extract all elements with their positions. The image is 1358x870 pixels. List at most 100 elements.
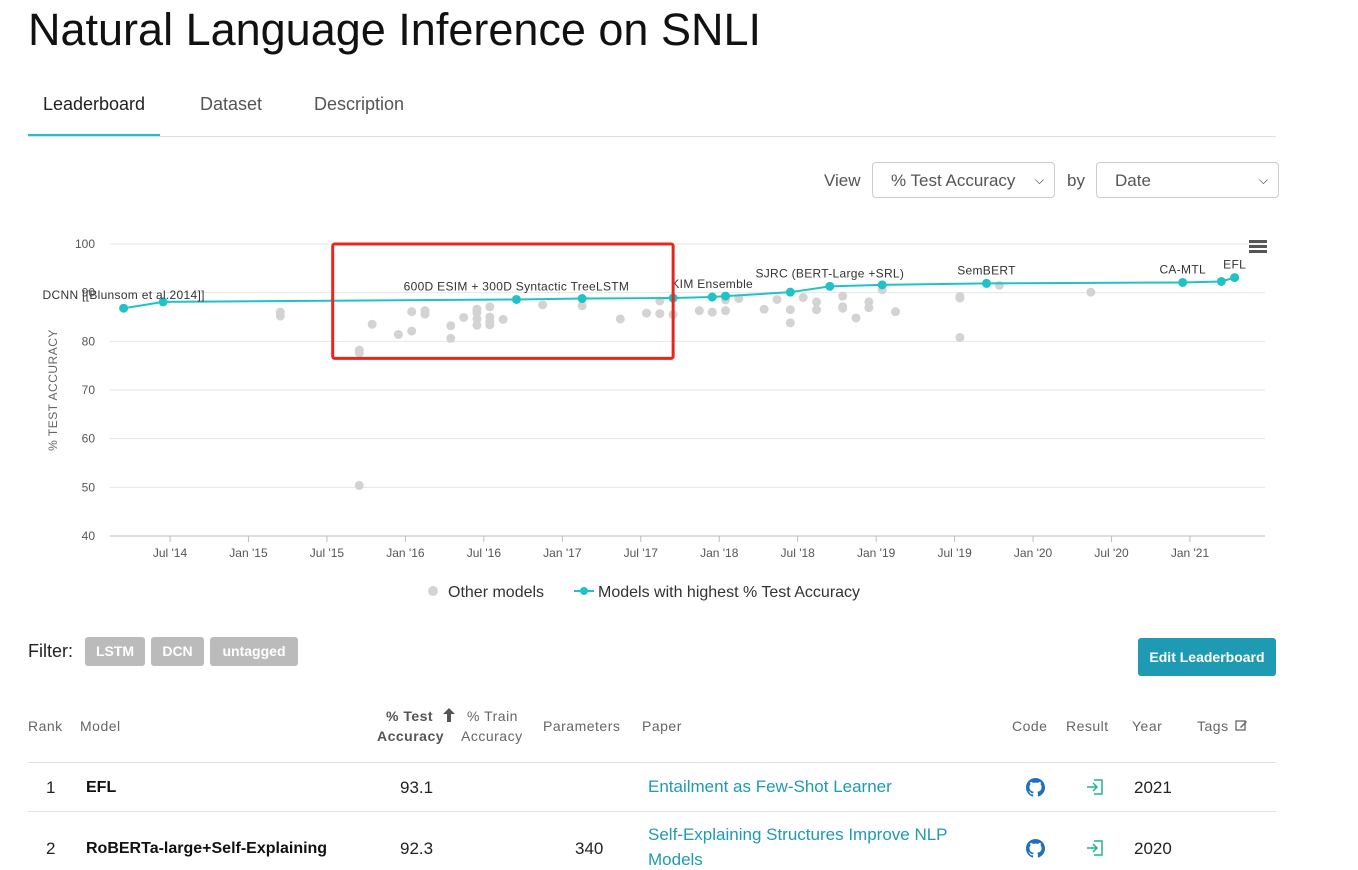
- axis-select-value: Date: [1115, 171, 1151, 190]
- x-tick-label: Jan '19: [857, 546, 896, 560]
- data-point-other: [785, 305, 795, 315]
- y-tick-label: 100: [75, 237, 95, 251]
- data-point-other: [955, 332, 965, 342]
- data-point-best: [877, 280, 887, 290]
- col-parameters[interactable]: Parameters: [543, 718, 621, 734]
- tab-dataset[interactable]: Dataset: [199, 94, 263, 114]
- col-model[interactable]: Model: [80, 718, 121, 734]
- col-tags: Tags: [1197, 718, 1229, 734]
- x-tick-label: Jan '17: [543, 546, 582, 560]
- x-tick-label: Jul '16: [467, 546, 502, 560]
- data-point-other: [642, 308, 652, 318]
- sort-up-icon[interactable]: [442, 707, 456, 723]
- data-point-best: [785, 287, 795, 297]
- row-rank: 1: [46, 778, 56, 797]
- by-label: by: [1067, 171, 1085, 190]
- x-tick-label: Jul '17: [624, 546, 659, 560]
- result-link-icon[interactable]: [1085, 839, 1105, 857]
- col-paper: Paper: [642, 718, 682, 734]
- menu-icon[interactable]: [1249, 240, 1267, 253]
- data-point-other: [485, 312, 495, 322]
- data-point-other: [955, 293, 965, 303]
- data-point-best: [721, 291, 731, 301]
- data-point-other: [655, 309, 665, 319]
- metric-select-value: % Test Accuracy: [891, 171, 1016, 190]
- data-point-other: [891, 307, 901, 317]
- y-tick-label: 50: [82, 480, 96, 494]
- x-tick-label: Jan '21: [1171, 546, 1210, 560]
- github-icon[interactable]: [1026, 778, 1045, 797]
- row-test-accuracy: 93.1: [400, 778, 434, 797]
- data-point-best: [1230, 273, 1240, 283]
- result-link-icon[interactable]: [1085, 778, 1105, 796]
- data-point-other: [615, 314, 625, 324]
- paper-link[interactable]: Self-Explaining Structures Improve NLP: [648, 825, 948, 844]
- tag-lstm[interactable]: LSTM: [85, 637, 145, 666]
- col-train-accuracy-line2[interactable]: Accuracy: [461, 728, 523, 744]
- x-tick-label: Jul '18: [781, 546, 816, 560]
- x-axis-ticks: Jul '14 Jan '15 Jul '15 Jan '16 Jul '16 Jan '…: [110, 535, 1265, 560]
- tab-description[interactable]: Description: [313, 94, 405, 114]
- chart-annotations: DCNN [[Blunsom et al.2014]] 600D ESIM + 3…: [43, 258, 1246, 303]
- annotation-label: 600D ESIM + 300D Syntactic TreeLSTM: [404, 279, 630, 293]
- data-point-other: [577, 301, 587, 311]
- row-year: 2020: [1134, 839, 1172, 858]
- data-point-other: [838, 291, 848, 301]
- filter-label: Filter:: [28, 641, 73, 661]
- annotation-label: DCNN [[Blunsom et al.2014]]: [43, 288, 205, 302]
- tag-dcn[interactable]: DCN: [151, 637, 204, 666]
- annotation-label: KIM Ensemble: [671, 277, 753, 291]
- chevron-down-icon: ⌵: [1034, 173, 1044, 187]
- data-point-other: [367, 319, 377, 329]
- data-point-other: [275, 311, 285, 321]
- col-train-accuracy-line1[interactable]: % Train: [467, 708, 518, 724]
- chart-grid: [110, 243, 1265, 537]
- x-tick-label: Jul '20: [1094, 546, 1129, 560]
- metric-select[interactable]: % Test Accuracy ⌵: [872, 162, 1055, 198]
- data-point-other: [785, 318, 795, 328]
- legend-best-label[interactable]: Models with highest % Test Accuracy: [598, 584, 860, 601]
- chevron-down-icon: ⌵: [1258, 173, 1268, 187]
- annotation-label: EFL: [1223, 258, 1246, 272]
- y-tick-label: 70: [82, 383, 96, 397]
- leaderboard-chart: 40 50 60 70 80 90 100 Jul '14 Jan '15 Jul '15 Jan…: [43, 237, 1267, 601]
- tab-leaderboard[interactable]: Leaderboard: [28, 88, 160, 136]
- data-point-other: [407, 307, 417, 317]
- data-point-other: [864, 303, 874, 313]
- legend-other-label[interactable]: Other models: [448, 584, 544, 601]
- data-point-other: [694, 306, 704, 316]
- github-icon[interactable]: [1026, 839, 1045, 858]
- edit-leaderboard-button[interactable]: Edit Leaderboard: [1138, 638, 1276, 676]
- legend-best-marker: [580, 587, 588, 595]
- data-point-other: [994, 280, 1004, 290]
- data-point-best: [158, 297, 168, 307]
- edit-icon[interactable]: [1235, 719, 1248, 732]
- y-axis-label: % TEST ACCURACY: [46, 329, 60, 451]
- data-point-other: [1086, 287, 1096, 297]
- data-point-other: [812, 297, 822, 307]
- col-rank[interactable]: Rank: [28, 718, 63, 734]
- row-model: RoBERTa-large+Self-Explaining: [86, 840, 328, 857]
- col-year[interactable]: Year: [1132, 718, 1163, 734]
- best-models-series: [119, 273, 1240, 313]
- data-point-best: [511, 294, 521, 304]
- data-point-other: [707, 307, 717, 317]
- annotation-label: CA-MTL: [1159, 262, 1205, 276]
- data-point-other: [812, 305, 822, 315]
- row-model: EFL: [86, 779, 117, 796]
- paper-link[interactable]: Entailment as Few-Shot Learner: [648, 777, 892, 796]
- legend-other-marker: [428, 586, 438, 596]
- y-tick-label: 60: [82, 432, 96, 446]
- chart-legend: Other models Models with highest % Test …: [428, 584, 860, 601]
- data-point-best: [1216, 276, 1226, 286]
- paper-link-continued[interactable]: Models: [648, 850, 703, 869]
- col-test-accuracy-line1[interactable]: % Test: [386, 708, 434, 724]
- tab-bar: Leaderboard Dataset Description: [28, 88, 1276, 137]
- data-point-best: [119, 303, 129, 313]
- view-label: View: [824, 171, 861, 190]
- data-point-other: [472, 308, 482, 318]
- col-result: Result: [1066, 718, 1109, 734]
- tag-untagged[interactable]: untagged: [210, 637, 298, 666]
- axis-select[interactable]: Date ⌵: [1096, 162, 1279, 198]
- col-test-accuracy-line2[interactable]: Accuracy: [377, 728, 445, 744]
